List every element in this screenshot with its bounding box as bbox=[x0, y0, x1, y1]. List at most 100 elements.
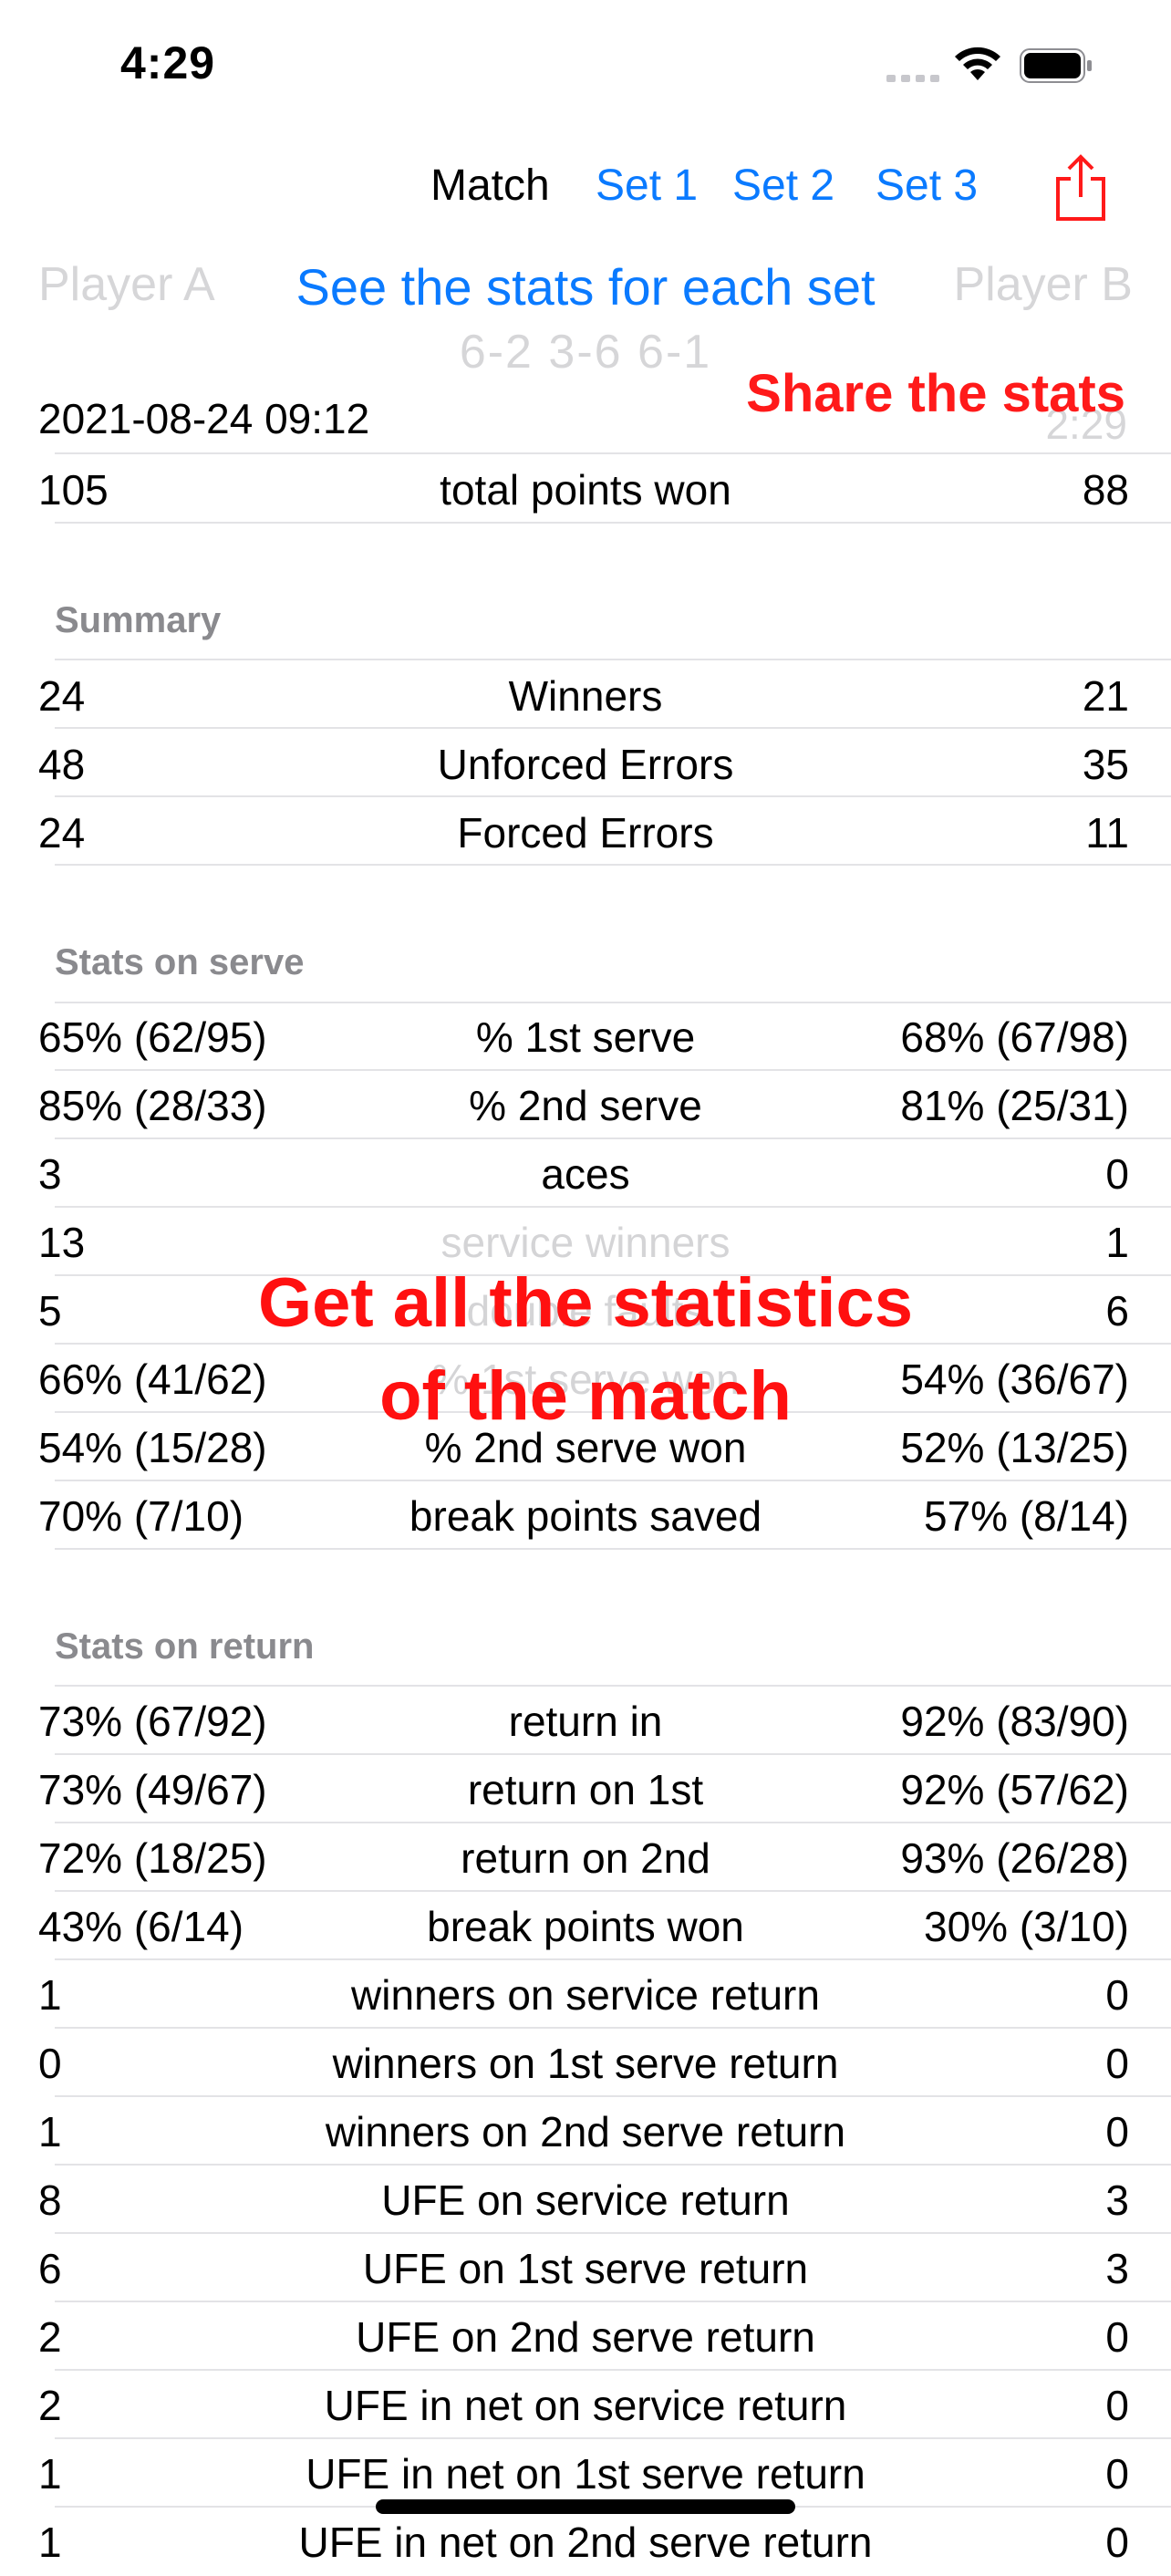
divider bbox=[55, 1548, 1171, 1550]
stat-label: UFE on 2nd serve return bbox=[356, 2313, 815, 2361]
player-a-value: 72% (18/25) bbox=[38, 1834, 267, 1882]
stat-label: double faults bbox=[466, 1287, 705, 1335]
segment-nav: Match Set 1 Set 2 Set 3 bbox=[0, 146, 1171, 228]
tab-set-3[interactable]: Set 3 bbox=[876, 161, 979, 210]
player-b-value: 92% (57/62) bbox=[900, 1766, 1129, 1813]
stat-label: return on 1st bbox=[467, 1766, 704, 1813]
player-b-value: 3 bbox=[1105, 2245, 1129, 2292]
player-b-value: 0 bbox=[1105, 2519, 1129, 2566]
player-b-value: 0 bbox=[1105, 2040, 1129, 2087]
stat-label: break points saved bbox=[409, 1492, 762, 1540]
player-b-value: 57% (8/14) bbox=[923, 1492, 1129, 1540]
divider bbox=[55, 1822, 1171, 1823]
stat-label: winners on 2nd serve return bbox=[325, 2108, 846, 2155]
player-a-value: 1 bbox=[38, 2108, 62, 2155]
total-points-row: 105 total points won 88 bbox=[38, 456, 1129, 524]
callout-statistics-line-2: of the match bbox=[379, 1357, 792, 1435]
table-row: 65% (62/95) % 1st serve 68% (67/98) bbox=[38, 1003, 1129, 1071]
divider bbox=[55, 1206, 1171, 1208]
table-row: 48 Unforced Errors 35 bbox=[38, 731, 1129, 798]
player-a-value: 70% (7/10) bbox=[38, 1492, 244, 1540]
player-b-value: 0 bbox=[1105, 1150, 1129, 1198]
player-a-value: 24 bbox=[38, 672, 86, 720]
player-a-value: 2 bbox=[38, 2382, 62, 2429]
stat-label: total points won bbox=[440, 466, 731, 514]
table-row: 73% (49/67) return on 1st 92% (57/62) bbox=[38, 1756, 1129, 1823]
stat-label: % 1st serve bbox=[475, 1013, 696, 1061]
table-row: 1 winners on service return 0 bbox=[38, 1961, 1129, 2029]
stat-label: break points won bbox=[427, 1903, 744, 1950]
cellular-signal-icon bbox=[886, 73, 939, 82]
tab-set-1[interactable]: Set 1 bbox=[596, 161, 699, 210]
stat-label: service winners bbox=[440, 1219, 731, 1266]
player-a-value: 43% (6/14) bbox=[38, 1903, 244, 1950]
player-a-value: 73% (49/67) bbox=[38, 1766, 267, 1813]
player-b-value: 54% (36/67) bbox=[900, 1356, 1129, 1403]
player-b-value: 6 bbox=[1105, 1287, 1129, 1335]
stat-label: UFE in net on 1st serve return bbox=[306, 2450, 865, 2498]
player-a-value: 65% (62/95) bbox=[38, 1013, 267, 1061]
table-row: 24 Winners 21 bbox=[38, 662, 1129, 730]
divider bbox=[55, 2437, 1171, 2439]
callout-share: Share the stats bbox=[746, 364, 1125, 423]
table-row: 43% (6/14) break points won 30% (3/10) bbox=[38, 1893, 1129, 1960]
section-return-title: Stats on return bbox=[55, 1626, 315, 1667]
player-a-value: 54% (15/28) bbox=[38, 1424, 267, 1471]
player-a-value: 0 bbox=[38, 2040, 62, 2087]
table-row: 1 UFE in net on 1st serve return 0 bbox=[38, 2440, 1129, 2508]
table-row: 73% (67/92) return in 92% (83/90) bbox=[38, 1688, 1129, 1755]
tab-set-2[interactable]: Set 2 bbox=[732, 161, 835, 210]
section-summary-title: Summary bbox=[55, 600, 222, 640]
player-b-value: 93% (26/28) bbox=[900, 1834, 1129, 1882]
match-date: 2021-08-24 09:12 bbox=[38, 395, 370, 442]
player-a-value: 5 bbox=[38, 1287, 62, 1335]
stat-label: UFE on service return bbox=[381, 2176, 790, 2224]
stat-label: % 2nd serve won bbox=[424, 1424, 747, 1471]
divider bbox=[55, 1411, 1171, 1413]
stat-label: UFE in net on service return bbox=[324, 2382, 847, 2429]
stat-label: Winners bbox=[508, 672, 663, 720]
divider bbox=[55, 1137, 1171, 1139]
player-a-value: 66% (41/62) bbox=[38, 1356, 267, 1403]
stat-label: return in bbox=[508, 1698, 663, 1745]
player-b-value: 0 bbox=[1105, 1971, 1129, 2019]
table-row: 3 aces 0 bbox=[38, 1140, 1129, 1208]
match-score: 6-2 3-6 6-1 bbox=[459, 326, 712, 379]
divider bbox=[55, 452, 1171, 454]
divider bbox=[55, 2164, 1171, 2166]
divider bbox=[55, 2369, 1171, 2371]
player-b-value: 11 bbox=[1085, 809, 1129, 857]
player-b-value: 0 bbox=[1105, 2450, 1129, 2498]
table-row: 85% (28/33) % 2nd serve 81% (25/31) bbox=[38, 1072, 1129, 1139]
divider bbox=[55, 1958, 1171, 1960]
stat-label: winners on service return bbox=[351, 1971, 820, 2019]
stat-label: aces bbox=[541, 1150, 630, 1198]
player-a-value: 1 bbox=[38, 2450, 62, 2498]
callout-statistics: Get all the statistics of the match bbox=[0, 1257, 1171, 1443]
stat-label: % 1st serve won bbox=[431, 1356, 740, 1403]
tab-match[interactable]: Match bbox=[430, 161, 550, 210]
player-a-value: 13 bbox=[38, 1219, 86, 1266]
home-indicator[interactable] bbox=[376, 2499, 795, 2514]
stat-label: UFE on 1st serve return bbox=[362, 2245, 809, 2292]
player-a-value: 1 bbox=[38, 1971, 62, 2019]
divider bbox=[55, 2095, 1171, 2097]
share-icon[interactable] bbox=[1049, 153, 1113, 223]
divider bbox=[55, 864, 1171, 866]
stat-label: winners on 1st serve return bbox=[332, 2040, 839, 2087]
status-time: 4:29 bbox=[120, 37, 216, 88]
player-a-value: 24 bbox=[38, 809, 86, 857]
player-a-value: 48 bbox=[38, 741, 86, 788]
divider bbox=[55, 1274, 1171, 1276]
player-a-name: Player A bbox=[38, 258, 215, 311]
player-b-value: 0 bbox=[1105, 2108, 1129, 2155]
stat-label: % 2nd serve bbox=[469, 1082, 702, 1129]
divider bbox=[55, 2301, 1171, 2302]
table-row: 1 UFE in net on 2nd serve return 0 bbox=[38, 2508, 1129, 2576]
battery-icon bbox=[1020, 48, 1092, 83]
divider bbox=[55, 2232, 1171, 2234]
player-a-value: 105 bbox=[38, 466, 109, 514]
callout-set-stats: See the stats for each set bbox=[295, 258, 876, 316]
table-row: 1 winners on 2nd serve return 0 bbox=[38, 2098, 1129, 2166]
divider bbox=[55, 2027, 1171, 2029]
